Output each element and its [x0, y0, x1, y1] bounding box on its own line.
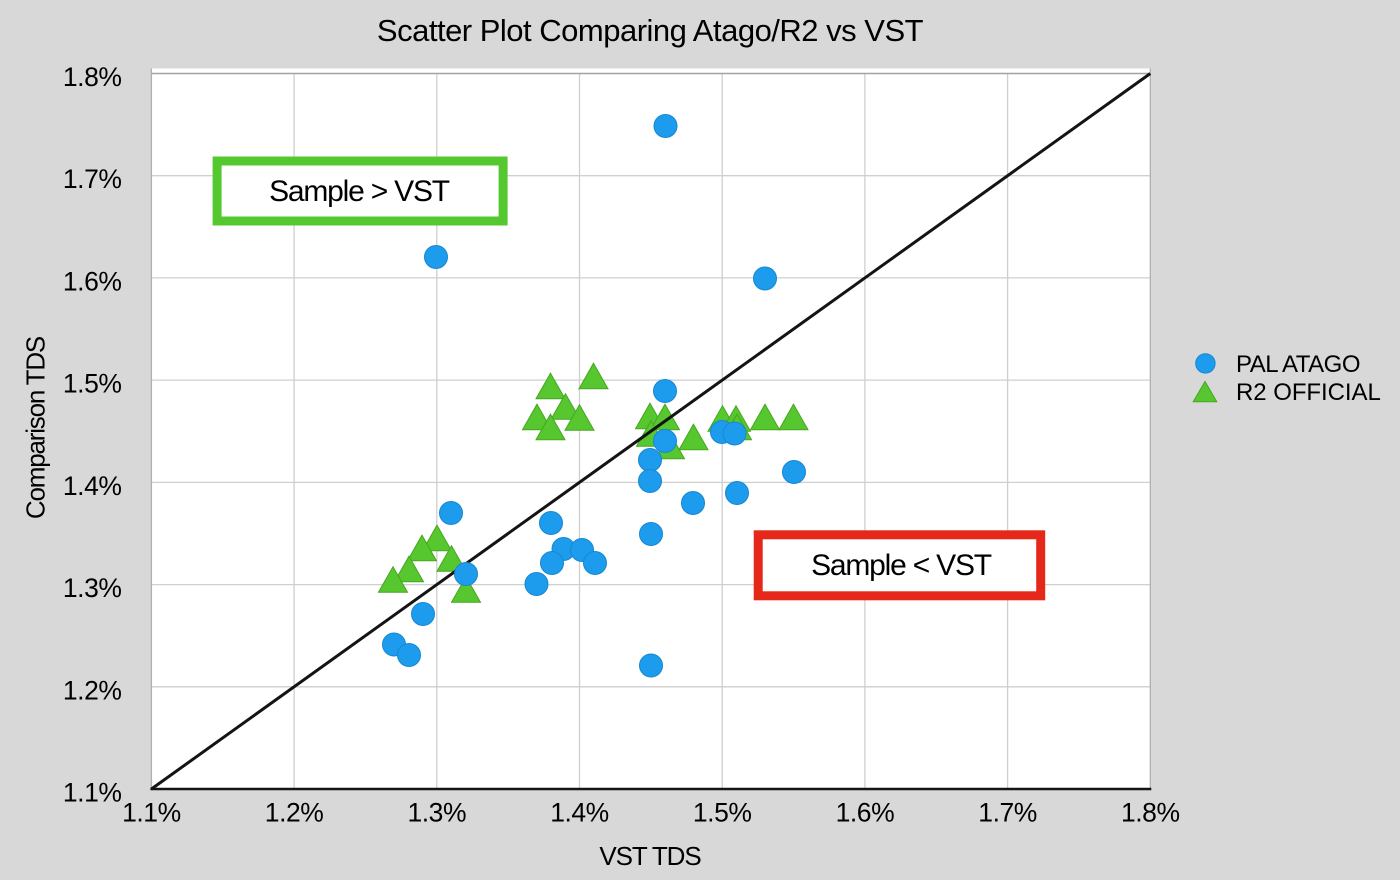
svg-text:1.1%: 1.1%	[63, 778, 122, 808]
svg-text:Sample < VST: Sample < VST	[811, 549, 992, 582]
svg-text:Scatter Plot Comparing Atago/R: Scatter Plot Comparing Atago/R2 vs VST	[377, 13, 924, 48]
svg-text:1.3%: 1.3%	[63, 573, 122, 603]
svg-text:1.5%: 1.5%	[693, 798, 752, 828]
svg-text:Sample > VST: Sample > VST	[269, 175, 450, 208]
svg-text:1.8%: 1.8%	[1121, 798, 1180, 828]
svg-text:1.6%: 1.6%	[836, 798, 895, 828]
svg-text:1.3%: 1.3%	[407, 798, 466, 828]
svg-text:1.6%: 1.6%	[63, 266, 122, 296]
svg-text:PAL ATAGO: PAL ATAGO	[1236, 351, 1360, 378]
svg-text:Comparison TDS: Comparison TDS	[21, 336, 51, 519]
svg-text:VST TDS: VST TDS	[599, 841, 701, 871]
svg-text:1.8%: 1.8%	[63, 62, 122, 92]
svg-text:R2 OFFICIAL: R2 OFFICIAL	[1236, 379, 1381, 406]
svg-text:1.5%: 1.5%	[63, 369, 122, 399]
svg-text:1.7%: 1.7%	[978, 798, 1037, 828]
svg-text:1.2%: 1.2%	[265, 798, 324, 828]
svg-text:1.2%: 1.2%	[63, 675, 122, 705]
svg-text:1.7%: 1.7%	[63, 164, 122, 194]
svg-text:1.1%: 1.1%	[122, 798, 181, 828]
svg-text:1.4%: 1.4%	[550, 798, 609, 828]
svg-text:1.4%: 1.4%	[63, 471, 122, 501]
